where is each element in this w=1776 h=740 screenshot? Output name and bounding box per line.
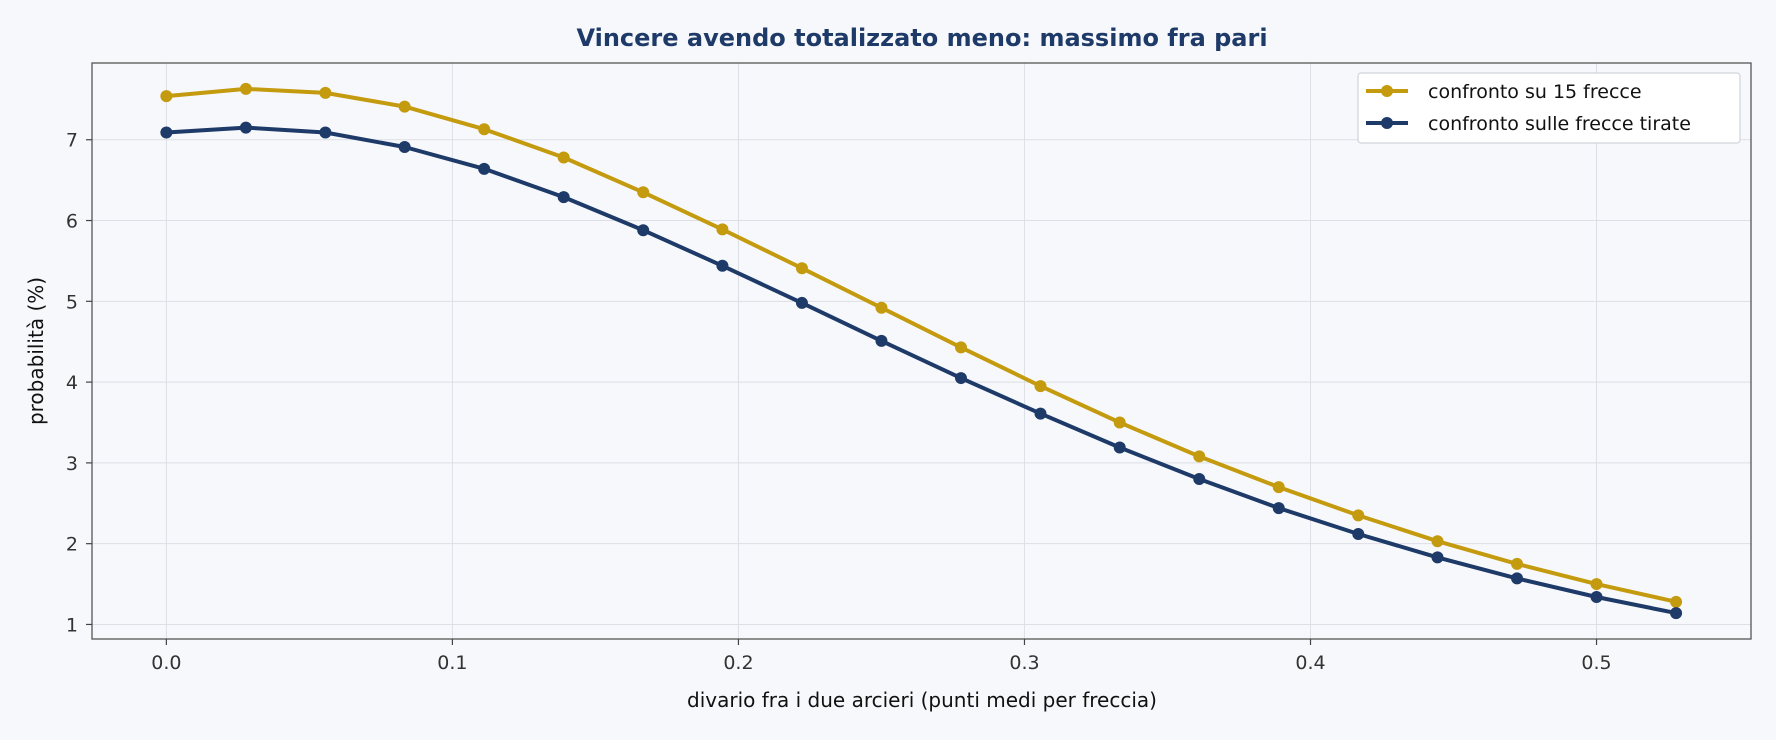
data-point xyxy=(239,82,252,95)
data-point xyxy=(1113,416,1126,429)
data-point xyxy=(1034,380,1047,393)
data-point xyxy=(1431,551,1444,564)
legend-item: confronto su 15 frecce xyxy=(1366,81,1642,103)
data-point xyxy=(875,301,888,314)
data-point xyxy=(1511,572,1524,585)
data-point xyxy=(1193,473,1206,486)
plot-frame xyxy=(91,62,1752,640)
data-point xyxy=(557,191,570,204)
data-point xyxy=(319,126,332,139)
y-tick-label: 2 xyxy=(66,534,78,556)
y-axis-label: probabilità (%) xyxy=(24,277,48,425)
x-tick-label: 0.2 xyxy=(723,652,753,674)
series-layer xyxy=(160,82,1683,620)
ticks: 0.0 0.1 0.2 0.3 0.4 0.5 1 2 3 4 5 6 7 xyxy=(66,130,1612,674)
series-1 xyxy=(160,82,1683,608)
data-point xyxy=(795,296,808,309)
data-point xyxy=(1272,502,1285,515)
legend-label: confronto sulle frecce tirate xyxy=(1428,113,1691,135)
x-tick-label: 0.5 xyxy=(1581,652,1611,674)
grid xyxy=(92,63,1751,639)
data-point xyxy=(1670,607,1683,620)
series-line xyxy=(164,125,1679,616)
data-point xyxy=(239,121,252,134)
data-point xyxy=(1511,557,1524,570)
data-point xyxy=(1272,481,1285,494)
x-tick-label: 0.4 xyxy=(1295,652,1325,674)
data-point xyxy=(637,224,650,237)
series-2 xyxy=(160,121,1683,620)
x-axis-label: divario fra i due arcieri (punti medi pe… xyxy=(687,688,1157,712)
data-point xyxy=(1352,527,1365,540)
data-point xyxy=(1193,450,1206,463)
x-tick-label: 0.3 xyxy=(1009,652,1039,674)
y-tick-label: 5 xyxy=(66,291,78,313)
data-point xyxy=(954,372,967,385)
data-point xyxy=(160,90,173,103)
legend: confronto su 15 frecce confronto sulle fr… xyxy=(1357,72,1741,144)
legend-box xyxy=(1357,72,1741,144)
data-point xyxy=(637,186,650,199)
data-point xyxy=(478,162,491,175)
legend-swatch-marker xyxy=(1381,85,1393,97)
data-point xyxy=(875,334,888,347)
data-point xyxy=(398,100,411,113)
data-point xyxy=(795,262,808,275)
data-point xyxy=(319,86,332,99)
legend-item: confronto sulle frecce tirate xyxy=(1366,113,1691,135)
data-point xyxy=(1431,535,1444,548)
y-tick-label: 4 xyxy=(66,372,78,394)
data-point xyxy=(398,141,411,154)
data-point xyxy=(1352,509,1365,522)
y-tick-label: 1 xyxy=(66,614,78,636)
data-point xyxy=(557,151,570,164)
data-point xyxy=(716,259,729,272)
data-point xyxy=(1590,578,1603,591)
x-tick-label: 0.0 xyxy=(151,652,181,674)
y-tick-label: 6 xyxy=(66,211,78,233)
data-point xyxy=(1590,590,1603,603)
data-point xyxy=(716,223,729,236)
plot-area xyxy=(92,63,1751,639)
data-point xyxy=(1113,441,1126,454)
y-tick-label: 7 xyxy=(66,130,78,152)
legend-label: confronto su 15 frecce xyxy=(1428,81,1642,103)
x-tick-label: 0.1 xyxy=(437,652,467,674)
data-point xyxy=(1670,595,1683,608)
chart-title: Vincere avendo totalizzato meno: massimo… xyxy=(576,24,1267,52)
legend-swatch-marker xyxy=(1381,117,1393,129)
data-point xyxy=(1034,407,1047,420)
y-tick-label: 3 xyxy=(66,453,78,475)
data-point xyxy=(160,126,173,139)
data-point xyxy=(954,341,967,354)
series-line xyxy=(164,86,1679,604)
data-point xyxy=(478,123,491,136)
